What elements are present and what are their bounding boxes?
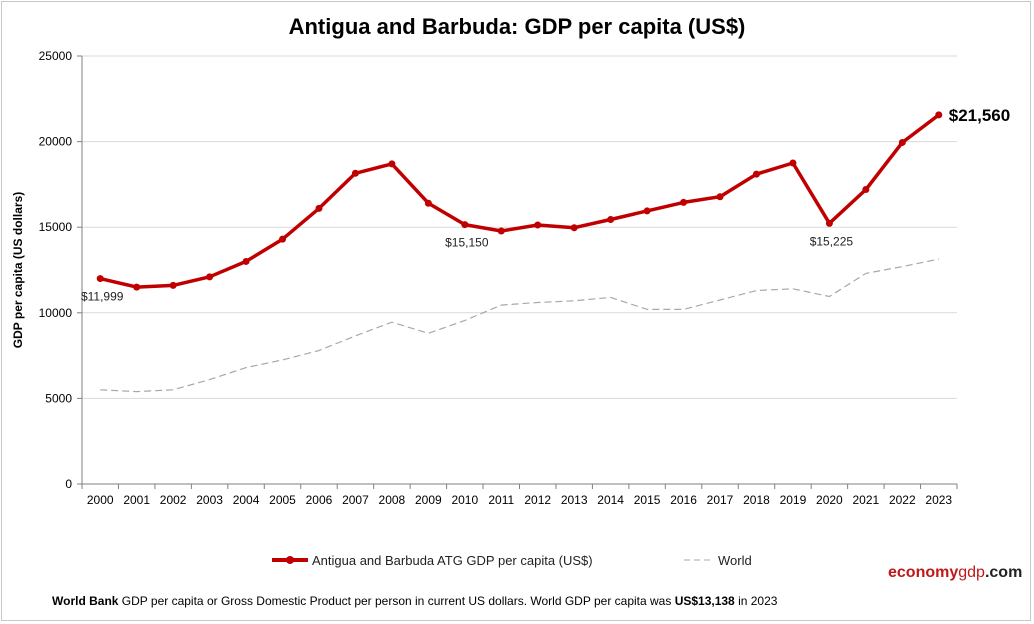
x-tick-label-2003: 2003 bbox=[196, 493, 223, 507]
y-tick-label-5000: 5000 bbox=[45, 391, 72, 405]
data-point-2004 bbox=[242, 257, 250, 265]
data-point-2011 bbox=[497, 227, 505, 235]
annotation-2000: $11,999 bbox=[81, 290, 124, 304]
axes: 0 5000 10000 15000 20000 25000 2000 2001 2002 200… bbox=[11, 49, 958, 507]
x-tick-label-2009: 2009 bbox=[415, 493, 442, 507]
legend-label-antigua: Antigua and Barbuda ATG GDP per capita (… bbox=[312, 552, 593, 568]
legend-swatch-world bbox=[684, 559, 714, 561]
data-point-2009 bbox=[424, 199, 432, 207]
legend-item-antigua[interactable]: Antigua and Barbuda ATG GDP per capita (… bbox=[272, 550, 593, 570]
x-tick-label-2014: 2014 bbox=[597, 493, 624, 507]
data-point-2000 bbox=[96, 275, 104, 283]
x-tick-label-2005: 2005 bbox=[269, 493, 296, 507]
y-tick-label-20000: 20000 bbox=[39, 135, 73, 149]
y-tick-label-25000: 25000 bbox=[39, 49, 73, 63]
data-point-2022 bbox=[898, 138, 906, 146]
data-point-2007 bbox=[351, 169, 359, 177]
data-point-2010 bbox=[461, 221, 469, 229]
x-tick-label-2018: 2018 bbox=[743, 493, 770, 507]
data-point-2014 bbox=[607, 215, 615, 223]
x-tick-label-2006: 2006 bbox=[306, 493, 333, 507]
x-tick-label-2012: 2012 bbox=[524, 493, 551, 507]
x-tick-label-2023: 2023 bbox=[925, 493, 952, 507]
brand-part-economy: economy bbox=[888, 564, 959, 581]
annotation-2023: $21,560 bbox=[949, 106, 1010, 125]
footnote-world-value: US$13,138 bbox=[674, 594, 735, 608]
x-tick-label-2000: 2000 bbox=[87, 493, 114, 507]
x-tick-label-2007: 2007 bbox=[342, 493, 369, 507]
brand-logo[interactable]: economygdp.com bbox=[888, 564, 1022, 582]
data-point-2003 bbox=[206, 273, 214, 281]
data-point-2023 bbox=[935, 111, 943, 119]
footnote-source: World Bank bbox=[52, 594, 119, 608]
legend-item-world[interactable]: World bbox=[684, 550, 752, 570]
x-tick-label-2008: 2008 bbox=[379, 493, 406, 507]
legend-label-world: World bbox=[718, 552, 752, 568]
series bbox=[96, 111, 943, 393]
y-tick-label-0: 0 bbox=[65, 477, 72, 491]
data-point-2008 bbox=[388, 160, 396, 168]
data-point-2002 bbox=[169, 281, 177, 289]
y-axis-title: GDP per capita (US dollars) bbox=[11, 192, 25, 349]
data-point-2001 bbox=[133, 283, 141, 291]
x-tick-label-2011: 2011 bbox=[488, 493, 514, 507]
x-tick-label-2016: 2016 bbox=[670, 493, 697, 507]
data-point-2012 bbox=[534, 221, 542, 229]
data-point-2021 bbox=[862, 186, 870, 194]
data-point-2015 bbox=[643, 207, 651, 215]
x-tick-label-2001: 2001 bbox=[123, 493, 150, 507]
brand-part-gdp: gdp bbox=[958, 564, 985, 581]
data-point-2013 bbox=[570, 224, 578, 232]
x-tick-label-2002: 2002 bbox=[160, 493, 187, 507]
annotation-2010: $15,150 bbox=[445, 236, 489, 250]
y-tick-label-10000: 10000 bbox=[39, 306, 73, 320]
chart-title: Antigua and Barbuda: GDP per capita (US$… bbox=[288, 14, 746, 39]
data-point-2020 bbox=[825, 219, 833, 227]
x-tick-label-2015: 2015 bbox=[634, 493, 661, 507]
x-tick-label-2013: 2013 bbox=[561, 493, 588, 507]
footnote: World Bank GDP per capita or Gross Domes… bbox=[52, 594, 777, 608]
y-tick-label-15000: 15000 bbox=[39, 220, 73, 234]
series-line-world bbox=[100, 258, 939, 393]
data-point-2018 bbox=[752, 170, 760, 178]
data-point-2016 bbox=[680, 198, 688, 206]
data-point-2017 bbox=[716, 193, 724, 201]
legend-swatch-antigua bbox=[272, 556, 308, 564]
series-line-antigua bbox=[99, 113, 940, 289]
footnote-year: in 2023 bbox=[734, 594, 778, 608]
annotation-2020: $15,225 bbox=[810, 234, 854, 248]
x-tick-label-2019: 2019 bbox=[780, 493, 807, 507]
brand-part-com: .com bbox=[984, 564, 1023, 581]
x-tick-label-2010: 2010 bbox=[451, 493, 478, 507]
x-tick-label-2022: 2022 bbox=[889, 493, 916, 507]
data-point-2006 bbox=[315, 204, 323, 212]
x-tick-label-2021: 2021 bbox=[853, 493, 880, 507]
x-tick-label-2004: 2004 bbox=[233, 493, 260, 507]
footnote-text: GDP per capita or Gross Domestic Product… bbox=[118, 594, 675, 608]
data-point-2019 bbox=[789, 159, 797, 167]
data-point-2005 bbox=[279, 235, 287, 243]
x-tick-label-2017: 2017 bbox=[707, 493, 734, 507]
x-tick-label-2020: 2020 bbox=[816, 493, 843, 507]
annotations: $11,999 $15,150 $15,225 $21,560 bbox=[81, 106, 1010, 304]
